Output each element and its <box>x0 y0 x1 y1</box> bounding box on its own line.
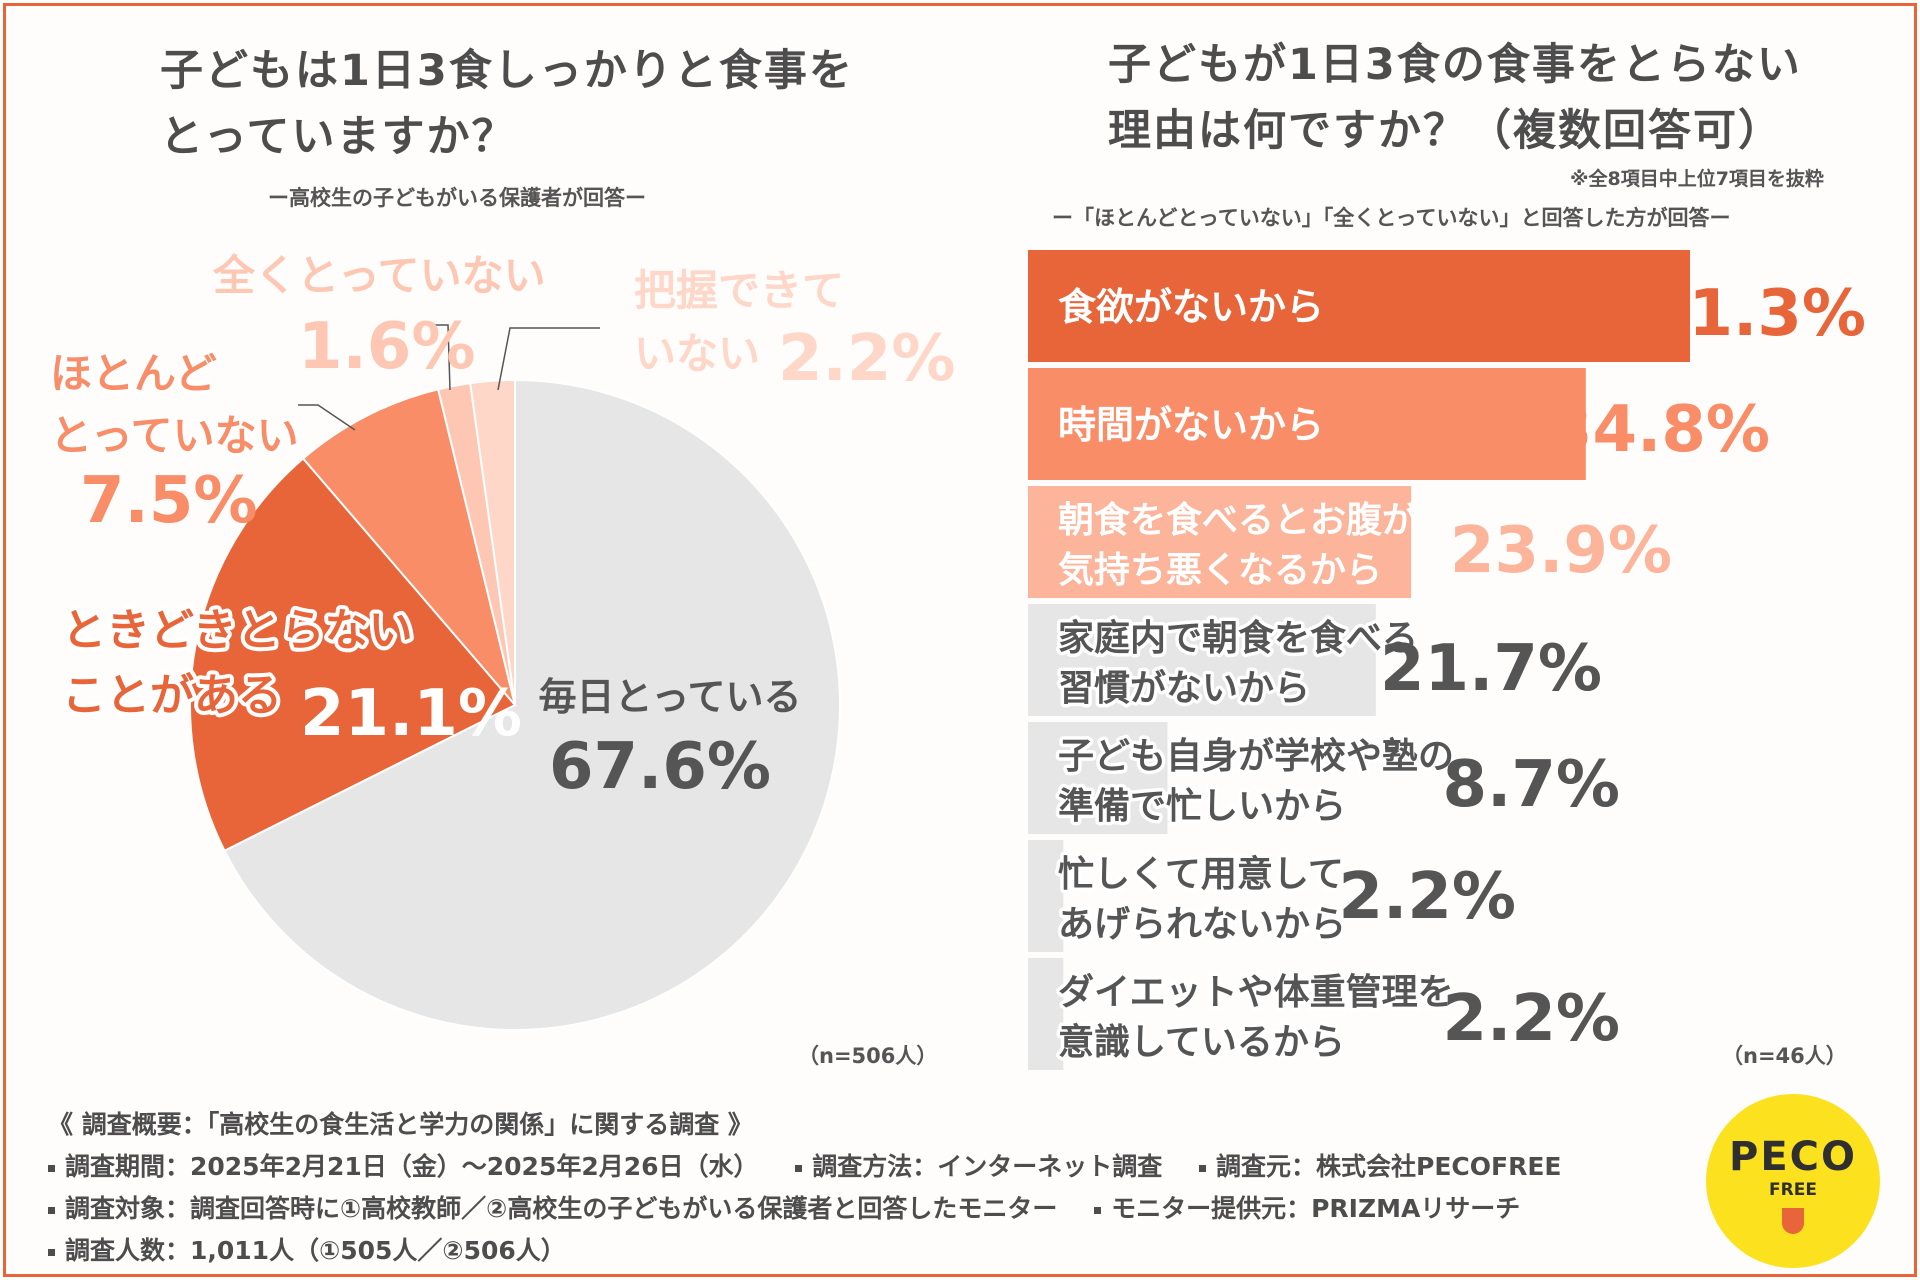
pie-leader-line-2 <box>497 327 600 391</box>
survey-period: 調査期間：2025年2月21日（金）～2025年2月26日（水） <box>65 1152 759 1181</box>
survey-row-3: 調査人数：1,011人（①505人／②506人） <box>48 1230 1698 1272</box>
bar-1 <box>1028 368 1586 480</box>
bullet-icon <box>48 1206 55 1214</box>
pie-slice-4 <box>469 378 516 706</box>
bar-2 <box>1028 486 1412 598</box>
bar-label-6-line1: ダイエットや体重管理を <box>1058 972 1454 1013</box>
survey-row-1: 調査期間：2025年2月21日（金）～2025年2月26日（水） 調査方法：イン… <box>48 1146 1698 1188</box>
pie-label-never: 全くとっていない <box>212 251 546 300</box>
survey-method: 調査方法：インターネット調査 <box>812 1152 1163 1181</box>
bar-label-6-line2: 意識しているから <box>1058 1022 1345 1063</box>
pie-value-sometimes: 21.1% <box>300 677 522 751</box>
bar-label-4-line1: 子ども自身が学校や塾の <box>1058 735 1454 777</box>
pecofree-logo: PECO FREE <box>1706 1094 1880 1268</box>
bar-label-5-line2: あげられないから <box>1058 904 1346 945</box>
survey-source: 調査元：株式会社PECOFREE <box>1216 1152 1562 1181</box>
bar-label-5-line1: 忙しくて用意して <box>1058 854 1344 895</box>
bar-4 <box>1028 722 1168 834</box>
bullet-icon <box>795 1164 803 1172</box>
right-chart-title: 子どもが1日3食の食事をとらない 理由は何ですか？（複数回答可） <box>1108 32 1802 164</box>
bar-label-4-line2: 準備で忙しいから <box>1058 786 1346 827</box>
bar-3 <box>1028 604 1376 716</box>
pie-label-rarely-1: ほとんど <box>50 349 217 398</box>
bar-value-4: 8.7% <box>1443 748 1621 822</box>
logo-tongue-icon <box>1782 1208 1804 1234</box>
pie-slice-1 <box>189 457 517 853</box>
right-title-line1: 子どもが1日3食の食事をとらない <box>1108 40 1802 90</box>
right-title-line2: 理由は何ですか？（複数回答可） <box>1108 106 1783 156</box>
bar-label-3-line2: 習慣がないから <box>1058 668 1310 709</box>
pie-label-rarely-2: とっていない <box>50 411 299 460</box>
bar-value-0: 41.3% <box>1644 277 1866 351</box>
pie-value-never: 1.6% <box>298 310 476 384</box>
logo-text-peco: PECO <box>1729 1134 1857 1180</box>
right-chart-note: ※全8項目中上位7項目を抜粋 <box>1570 168 1824 190</box>
left-sample-size: （n=506人） <box>798 1044 938 1068</box>
bar-value-1: 34.8% <box>1548 393 1770 467</box>
left-title-line2: とっていますか？ <box>160 112 517 162</box>
survey-summary: 《 調査概要：「高校生の食生活と学力の関係」に関する調査 》 調査期間：2025… <box>48 1104 1698 1272</box>
survey-provider: モニター提供元：PRIZMAリサーチ <box>1111 1194 1521 1223</box>
left-chart-title: 子どもは1日3食しっかりと食事を とっていますか？ <box>160 38 854 170</box>
bullet-icon <box>1199 1164 1206 1172</box>
bullet-icon <box>1094 1206 1102 1214</box>
pie-slice-2 <box>301 388 516 706</box>
pie-slice-0 <box>223 378 842 1031</box>
bullet-icon <box>48 1164 55 1172</box>
left-title-line1: 子どもは1日3食しっかりと食事を <box>160 46 854 96</box>
bar-value-5: 2.2% <box>1339 860 1517 934</box>
pie-label-unknown-2: いない <box>634 329 760 378</box>
pie-label-everyday: 毎日とっている <box>539 675 802 719</box>
bar-0 <box>1028 250 1690 362</box>
right-chart-subtitle: ー「ほとんどとっていない」「全くとっていない」と回答した方が回答ー <box>1052 206 1731 230</box>
bar-label-1: 時間がないから <box>1058 403 1324 447</box>
pie-label-unknown-1: 把握できて <box>634 266 844 315</box>
bar-label-2-line1: 朝食を食べるとお腹が <box>1058 500 1418 541</box>
survey-heading: 《 調査概要：「高校生の食生活と学力の関係」に関する調査 》 <box>48 1110 753 1139</box>
bar-label-3-line1: 家庭内で朝食を食べる <box>1058 618 1418 659</box>
survey-target: 調査対象：調査回答時に①高校教師／②高校生の子どもがいる保護者と回答したモニター <box>65 1194 1058 1223</box>
pie-value-rarely: 7.5% <box>80 464 258 538</box>
bar-chart: 食欲がないから時間がないから朝食を食べるとお腹が気持ち悪くなるから家庭内で朝食を… <box>1028 250 1866 1070</box>
bar-value-2: 23.9% <box>1450 514 1672 588</box>
bar-value-6: 2.2% <box>1443 982 1621 1056</box>
pie-label-sometimes-2: ことがある <box>62 670 282 721</box>
bar-label-2-line2: 気持ち悪くなるから <box>1058 550 1382 591</box>
right-sample-size: （n=46人） <box>1722 1044 1847 1068</box>
pie-value-everyday: 67.6% <box>549 730 771 804</box>
bar-label-0: 食欲がないから <box>1058 285 1324 329</box>
bar-value-3: 21.7% <box>1380 632 1602 706</box>
left-chart-subtitle: ー高校生の子どもがいる保護者が回答ー <box>268 186 646 210</box>
bar-5 <box>1028 840 1064 952</box>
bar-6 <box>1028 958 1064 1070</box>
pie-label-sometimes-1: ときどきとらない <box>62 605 413 656</box>
pie-value-unknown: 2.2% <box>778 322 956 396</box>
pie-leader-line-1 <box>430 324 451 391</box>
logo-text-free: FREE <box>1769 1180 1817 1200</box>
survey-count: 調査人数：1,011人（①505人／②506人） <box>65 1236 566 1265</box>
pie-leader-line-0 <box>298 404 356 431</box>
bullet-icon <box>48 1248 55 1256</box>
survey-row-2: 調査対象：調査回答時に①高校教師／②高校生の子どもがいる保護者と回答したモニター… <box>48 1188 1698 1230</box>
